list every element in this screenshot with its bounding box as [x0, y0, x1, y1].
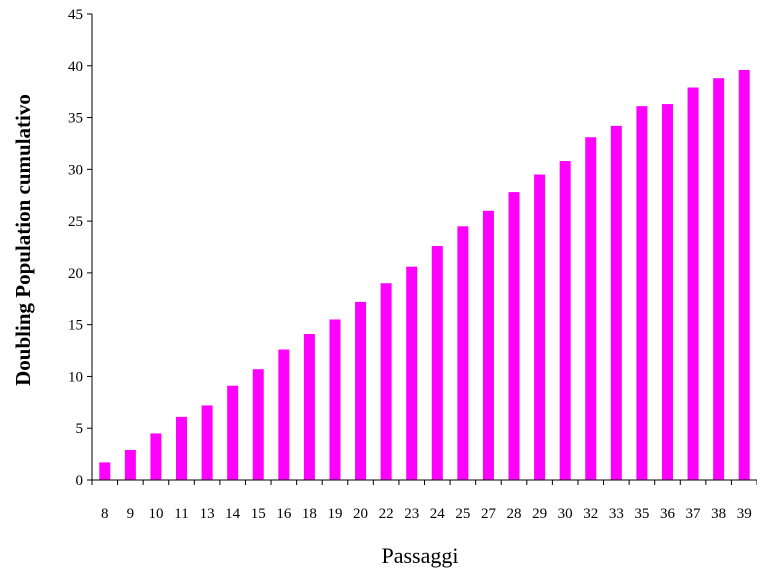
bar-8 [99, 462, 111, 480]
x-tick-label-15: 15 [251, 506, 266, 522]
bar-24 [431, 245, 443, 480]
x-tick-label-28: 28 [507, 506, 522, 522]
x-tick-label-10: 10 [148, 506, 163, 522]
bar-28 [508, 192, 520, 480]
x-tick-label-8: 8 [101, 506, 109, 522]
x-tick-label-25: 25 [455, 506, 470, 522]
x-tick-label-29: 29 [532, 506, 547, 522]
y-tick-label-30: 30 [68, 162, 83, 178]
x-tick-label-27: 27 [481, 506, 497, 522]
x-tick-label-16: 16 [276, 506, 292, 522]
x-tick-label-20: 20 [353, 506, 368, 522]
x-tick-label-36: 36 [660, 506, 676, 522]
x-tick-label-35: 35 [634, 506, 649, 522]
bar-38 [713, 78, 725, 480]
bar-23 [406, 266, 418, 480]
x-tick-label-9: 9 [127, 506, 135, 522]
bar-15 [252, 369, 264, 480]
bar-25 [457, 226, 469, 480]
x-tick-label-14: 14 [225, 506, 241, 522]
x-tick-label-24: 24 [430, 506, 446, 522]
y-tick-label-20: 20 [68, 266, 83, 282]
x-tick-label-30: 30 [558, 506, 573, 522]
x-tick-label-38: 38 [711, 506, 726, 522]
bar-32 [585, 137, 597, 481]
y-tick-label-40: 40 [68, 59, 83, 75]
bar-33 [610, 125, 622, 480]
x-axis-title: Passaggi [382, 543, 459, 568]
bar-10 [150, 433, 162, 480]
y-tick-label-45: 45 [68, 7, 83, 23]
bar-36 [661, 104, 673, 480]
y-axis-title: Doubling Population cumulativo [11, 94, 35, 386]
bar-19 [329, 319, 341, 480]
y-tick-label-0: 0 [76, 473, 84, 489]
bar-29 [534, 174, 546, 480]
bar-35 [636, 106, 648, 480]
y-tick-label-10: 10 [68, 369, 83, 385]
x-tick-label-32: 32 [583, 506, 598, 522]
x-tick-label-39: 39 [737, 506, 752, 522]
x-tick-label-19: 19 [327, 506, 342, 522]
y-tick-label-35: 35 [68, 111, 83, 127]
y-tick-label-15: 15 [68, 318, 83, 334]
bar-20 [355, 301, 367, 480]
x-tick-label-23: 23 [404, 506, 419, 522]
bar-39 [738, 69, 750, 481]
x-tick-label-11: 11 [174, 506, 188, 522]
x-tick-label-37: 37 [686, 506, 702, 522]
bar-16 [278, 349, 290, 480]
x-tick-label-22: 22 [379, 506, 394, 522]
y-tick-label-25: 25 [68, 214, 83, 230]
bar-9 [124, 449, 136, 480]
bar-18 [303, 333, 315, 480]
labels-group: 0 5 10 15 20 25 30 35 40 45 8 9 10 11 13 14 15 16 18 19 20 22… [11, 7, 752, 568]
bar-22 [380, 283, 392, 480]
bar-37 [687, 87, 699, 481]
x-tick-label-18: 18 [302, 506, 317, 522]
bar-30 [559, 161, 571, 481]
x-tick-label-13: 13 [200, 506, 215, 522]
bar-13 [201, 405, 213, 480]
bar-27 [482, 210, 494, 480]
x-tick-label-33: 33 [609, 506, 624, 522]
bar-11 [176, 416, 188, 480]
axes-group [87, 13, 757, 485]
bars-group [99, 69, 750, 481]
y-tick-label-5: 5 [76, 421, 84, 437]
bar-14 [227, 385, 239, 480]
